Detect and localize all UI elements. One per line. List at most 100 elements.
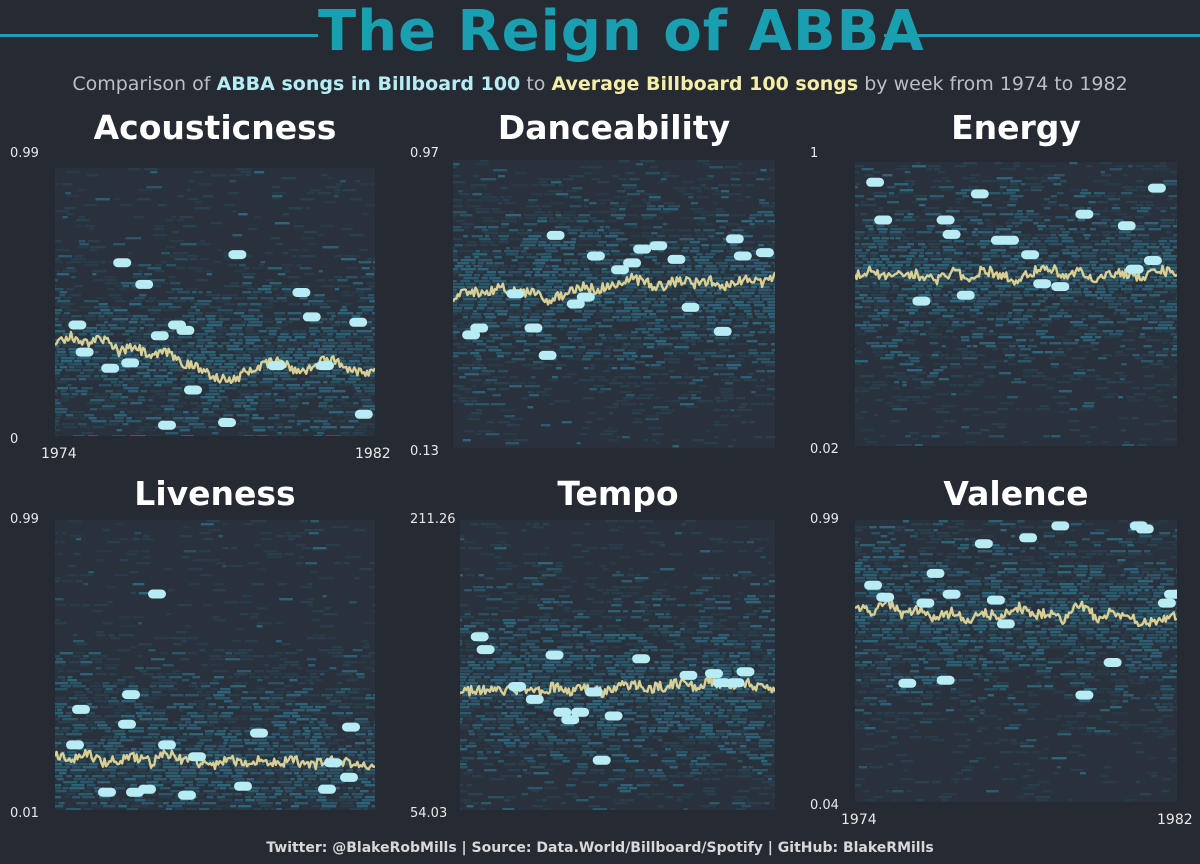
abba-song-point [316,361,334,371]
abba-song-point [571,707,590,717]
panel-title: Danceability [497,108,731,147]
abba-song-point [623,258,642,268]
abba-song-point [611,265,629,275]
abba-song-point [1075,209,1094,219]
subtitle-abba: ABBA songs in Billboard 100 [216,73,521,95]
abba-song-point [986,595,1005,605]
abba-song-point [974,539,993,549]
abba-song-point [679,670,698,680]
abba-song-point [470,323,489,333]
abba-song-point [876,592,895,602]
y-min-label: 0.13 [410,444,439,459]
y-max-label: 0.99 [810,512,839,527]
abba-song-point [135,279,154,289]
footer-credits: Twitter: @BlakeRobMills | Source: Data.W… [266,840,934,856]
abba-song-point [632,654,651,664]
abba-song-point [324,758,342,768]
abba-song-point [250,728,268,738]
abba-song-point [234,781,252,791]
abba-song-point [667,254,686,264]
abba-song-point [72,704,90,714]
y-min-label: 0.04 [810,798,839,813]
abba-song-point [604,711,623,721]
abba-song-point [755,248,774,258]
abba-song-point [705,669,723,679]
abba-song-point [1125,264,1144,274]
abba-song-point [176,325,195,335]
x-max-label: 1982 [1157,812,1193,828]
abba-song-point [292,288,311,297]
abba-song-point [148,589,166,599]
y-max-label: 0.97 [410,146,439,161]
abba-song-point [218,418,236,427]
abba-song-point [1075,690,1094,700]
abba-song-point [566,299,585,309]
abba-song-point [524,323,543,333]
panel-title: Valence [943,474,1089,513]
x-min-label: 1974 [41,446,77,462]
subtitle-prefix: Comparison of [72,73,211,95]
abba-song-point [726,678,745,688]
abba-song-point [121,358,140,368]
abba-song-point [649,241,668,251]
abba-song-point [158,740,176,750]
abba-song-point [713,326,732,336]
abba-song-point [66,740,84,750]
abba-song-point [1033,279,1052,289]
abba-song-point [113,258,132,268]
abba-song-point [916,598,935,608]
abba-song-point [525,694,544,704]
abba-song-point [912,296,931,306]
y-max-label: 211.26 [410,512,456,527]
abba-song-point [188,752,206,762]
abba-song-point [98,787,116,797]
y-max-label: 0.99 [10,512,39,527]
abba-song-point [866,177,885,187]
abba-song-point [584,687,603,697]
chart-acousticness [55,168,375,436]
abba-song-point [725,234,744,244]
abba-song-point [228,250,247,260]
density-background [55,168,375,436]
x-max-label: 1982 [355,446,391,462]
abba-song-point [122,690,140,700]
abba-song-point [553,707,572,717]
abba-song-point [118,719,136,729]
y-min-label: 0 [10,432,19,447]
abba-song-point [302,312,321,322]
abba-song-point [538,350,557,360]
abba-song-point [150,331,169,341]
abba-song-point [476,645,495,655]
abba-song-point [898,678,917,688]
abba-song-point [470,632,489,642]
abba-song-point [1143,256,1162,265]
title-rule-right [884,34,1200,37]
abba-song-point [1051,521,1070,531]
abba-song-point [736,667,755,677]
abba-song-point [158,420,176,430]
abba-song-point [633,244,652,254]
abba-song-point [864,580,883,590]
density-background [855,162,1177,446]
panel-title: Liveness [134,474,296,513]
abba-song-point [462,330,481,340]
density-background [55,520,375,810]
title-rule-left [0,34,318,37]
abba-song-point [561,715,580,725]
average-line [855,596,1177,628]
abba-song-point [267,361,286,371]
density-background [453,160,775,448]
y-max-label: 0.99 [10,146,39,161]
abba-song-point [586,251,605,261]
subtitle-middle: to [526,73,546,95]
abba-song-point [733,251,752,261]
abba-song-point [942,589,961,599]
abba-song-point [936,675,955,685]
y-min-label: 0.02 [810,442,839,457]
average-line [855,264,1177,286]
abba-song-point [1147,183,1166,193]
abba-song-point [996,619,1015,629]
abba-song-point [506,289,525,299]
chart-energy [855,162,1177,446]
y-min-label: 0.01 [10,806,39,821]
